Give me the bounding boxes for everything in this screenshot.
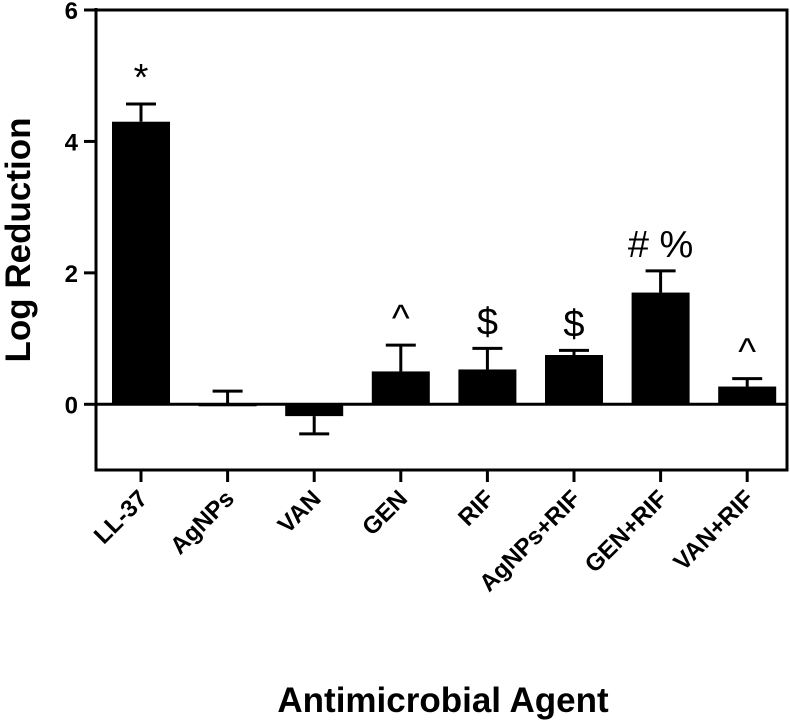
significance-label-4: $ bbox=[477, 301, 498, 343]
x-tick-label-2: VAN bbox=[273, 485, 327, 539]
bar-3 bbox=[371, 371, 430, 405]
axes-layer bbox=[84, 8, 789, 482]
y-tick-label-2: 4 bbox=[65, 129, 79, 156]
y-tick-label-1: 2 bbox=[65, 261, 78, 288]
bar-4 bbox=[458, 369, 517, 405]
x-tick-label-1: AgNPs bbox=[165, 485, 240, 560]
x-axis-title: Antimicrobial Agent bbox=[277, 681, 609, 720]
significance-label-6: # % bbox=[628, 224, 693, 266]
bar-6 bbox=[631, 292, 690, 405]
significance-label-0: * bbox=[134, 57, 149, 99]
x-tick-label-0: LL-37 bbox=[89, 485, 153, 549]
bar-7 bbox=[718, 386, 777, 405]
bars-layer bbox=[112, 102, 777, 436]
x-tick-label-6: GEN+RIF bbox=[580, 485, 673, 578]
bar-5 bbox=[545, 355, 603, 405]
y-tick-label-3: 6 bbox=[65, 0, 78, 25]
significance-label-3: ^ bbox=[392, 298, 410, 340]
x-tick-label-3: GEN bbox=[357, 485, 413, 541]
y-tick-label-0: 0 bbox=[65, 392, 78, 419]
y-axis-title: Log Reduction bbox=[0, 118, 38, 363]
x-tick-label-4: RIF bbox=[453, 485, 499, 531]
bar-2 bbox=[285, 404, 344, 417]
x-tick-label-7: VAN+RIF bbox=[669, 485, 760, 576]
bar-0 bbox=[112, 121, 170, 405]
significance-label-7: ^ bbox=[738, 332, 756, 374]
significance-label-5: $ bbox=[563, 303, 584, 345]
